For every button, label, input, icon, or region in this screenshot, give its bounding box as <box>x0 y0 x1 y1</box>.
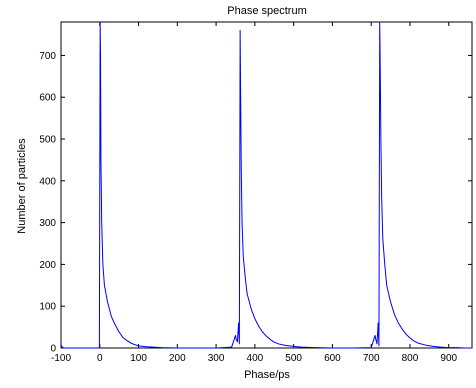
y-tick-label: 500 <box>39 135 56 146</box>
x-tick-label: 0 <box>97 353 103 364</box>
x-tick-label: 800 <box>402 353 419 364</box>
x-tick-label: 500 <box>285 353 302 364</box>
x-tick-label: 200 <box>169 353 186 364</box>
plot-area: -100 0 100 200 300 400 500 600 700 800 900 0100200… <box>39 21 473 364</box>
plot-frame <box>60 21 473 349</box>
y-axis-label: Number of particles <box>16 138 28 234</box>
y-tick-label: 600 <box>39 93 56 104</box>
y-tick-label: 700 <box>39 51 56 62</box>
y-tick-label: 0 <box>50 344 56 355</box>
x-tick-label: 600 <box>324 353 341 364</box>
y-tick-label: 200 <box>39 260 56 271</box>
y-axis: 0 100 200 300 400 500 600 700 <box>39 51 472 355</box>
series-group <box>60 21 472 349</box>
x-axis-label: Phase/ps <box>244 369 290 381</box>
y-tick-label: 300 <box>39 218 56 229</box>
x-tick-label: 900 <box>440 353 457 364</box>
x-tick-label: 400 <box>247 353 264 364</box>
x-tick-label: 700 <box>363 353 380 364</box>
x-axis: -100 0 100 200 300 400 500 600 700 800 900 <box>51 22 458 364</box>
x-tick-label: 100 <box>130 353 147 364</box>
x-tick-label: -100 <box>51 353 71 364</box>
chart-title: Phase spectrum <box>227 5 306 17</box>
y-tick-label: 100 <box>39 302 56 313</box>
x-tick-label: 300 <box>208 353 225 364</box>
series-line <box>60 21 472 349</box>
y-tick-label: 400 <box>39 176 56 187</box>
